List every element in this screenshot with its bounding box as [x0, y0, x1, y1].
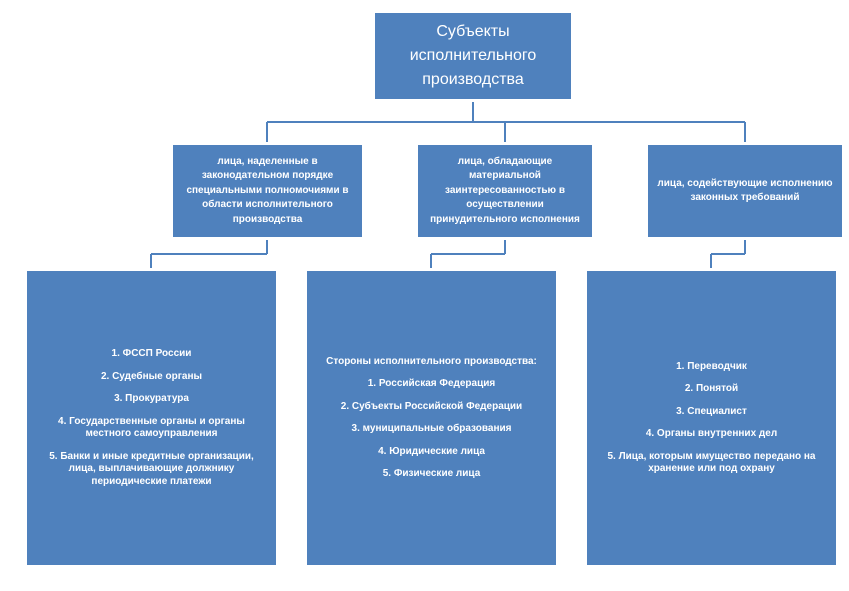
leaf-node-1: Стороны исполнительного производства: 1. … [304, 268, 559, 568]
node-text-line: 4. Органы внутренних дел [595, 428, 828, 441]
node-text-line: заинтересованностью в [426, 185, 584, 198]
node-text-line: 5. Лица, которым имущество передано на х… [595, 451, 828, 476]
leaf-node-0-text: 1. ФССП России 2. Судебные органы 3. Проку… [35, 348, 268, 488]
node-text-line: производства [383, 70, 563, 90]
node-text-line: 2. Субъекты Российской Федерации [315, 401, 548, 414]
node-text-line: исполнительного [383, 46, 563, 66]
node-text-line: 5. Банки и иные кредитные организации, л… [35, 451, 268, 489]
node-text-line: Стороны исполнительного производства: [315, 356, 548, 369]
root-node-text: Субъекты исполнительного производства [383, 22, 563, 90]
node-text-line: области исполнительного [181, 199, 354, 212]
node-text-line: 5. Физические лица [315, 468, 548, 481]
node-text-line: принудительного исполнения [426, 214, 584, 227]
node-text-line: 1. Российская Федерация [315, 378, 548, 391]
node-text-line: лица, обладающие [426, 156, 584, 169]
node-text-line: законных требований [656, 192, 834, 205]
node-text-line: 2. Понятой [595, 383, 828, 396]
mid-node-1-text: лица, обладающиематериальной заинтересова… [426, 156, 584, 227]
node-text-line: специальными полномочиями в [181, 185, 354, 198]
mid-node-0-text: лица, наделенные взаконодательном порядк… [181, 156, 354, 227]
leaf-node-1-text: Стороны исполнительного производства: 1. … [315, 356, 548, 481]
node-text-line: материальной [426, 170, 584, 183]
node-text-line: 4. Государственные органы и органы местн… [35, 416, 268, 441]
node-text-line: 3. Прокуратура [35, 393, 268, 406]
node-text-line: 1. ФССП России [35, 348, 268, 361]
node-text-line: законодательном порядке [181, 170, 354, 183]
node-text-line: 4. Юридические лица [315, 446, 548, 459]
root-node: Субъекты исполнительного производства [372, 10, 574, 102]
node-text-line: лица, содействующие исполнению [656, 178, 834, 191]
node-text-line: 2. Судебные органы [35, 371, 268, 384]
mid-node-2-text: лица, содействующие исполнениюзаконных т… [656, 178, 834, 205]
node-text-line: 1. Переводчик [595, 361, 828, 374]
leaf-node-0: 1. ФССП России 2. Судебные органы 3. Проку… [24, 268, 279, 568]
node-text-line: производства [181, 214, 354, 227]
node-text-line: Субъекты [383, 22, 563, 42]
mid-node-1: лица, обладающиематериальной заинтересова… [415, 142, 595, 240]
node-text-line: 3. муниципальные образования [315, 423, 548, 436]
leaf-node-2: 1. Переводчик 2. Понятой 3. Специалист 4. О… [584, 268, 839, 568]
leaf-node-2-text: 1. Переводчик 2. Понятой 3. Специалист 4. О… [595, 361, 828, 476]
node-text-line: 3. Специалист [595, 406, 828, 419]
node-text-line: осуществлении [426, 199, 584, 212]
node-text-line: лица, наделенные в [181, 156, 354, 169]
mid-node-0: лица, наделенные взаконодательном порядк… [170, 142, 365, 240]
mid-node-2: лица, содействующие исполнениюзаконных т… [645, 142, 845, 240]
